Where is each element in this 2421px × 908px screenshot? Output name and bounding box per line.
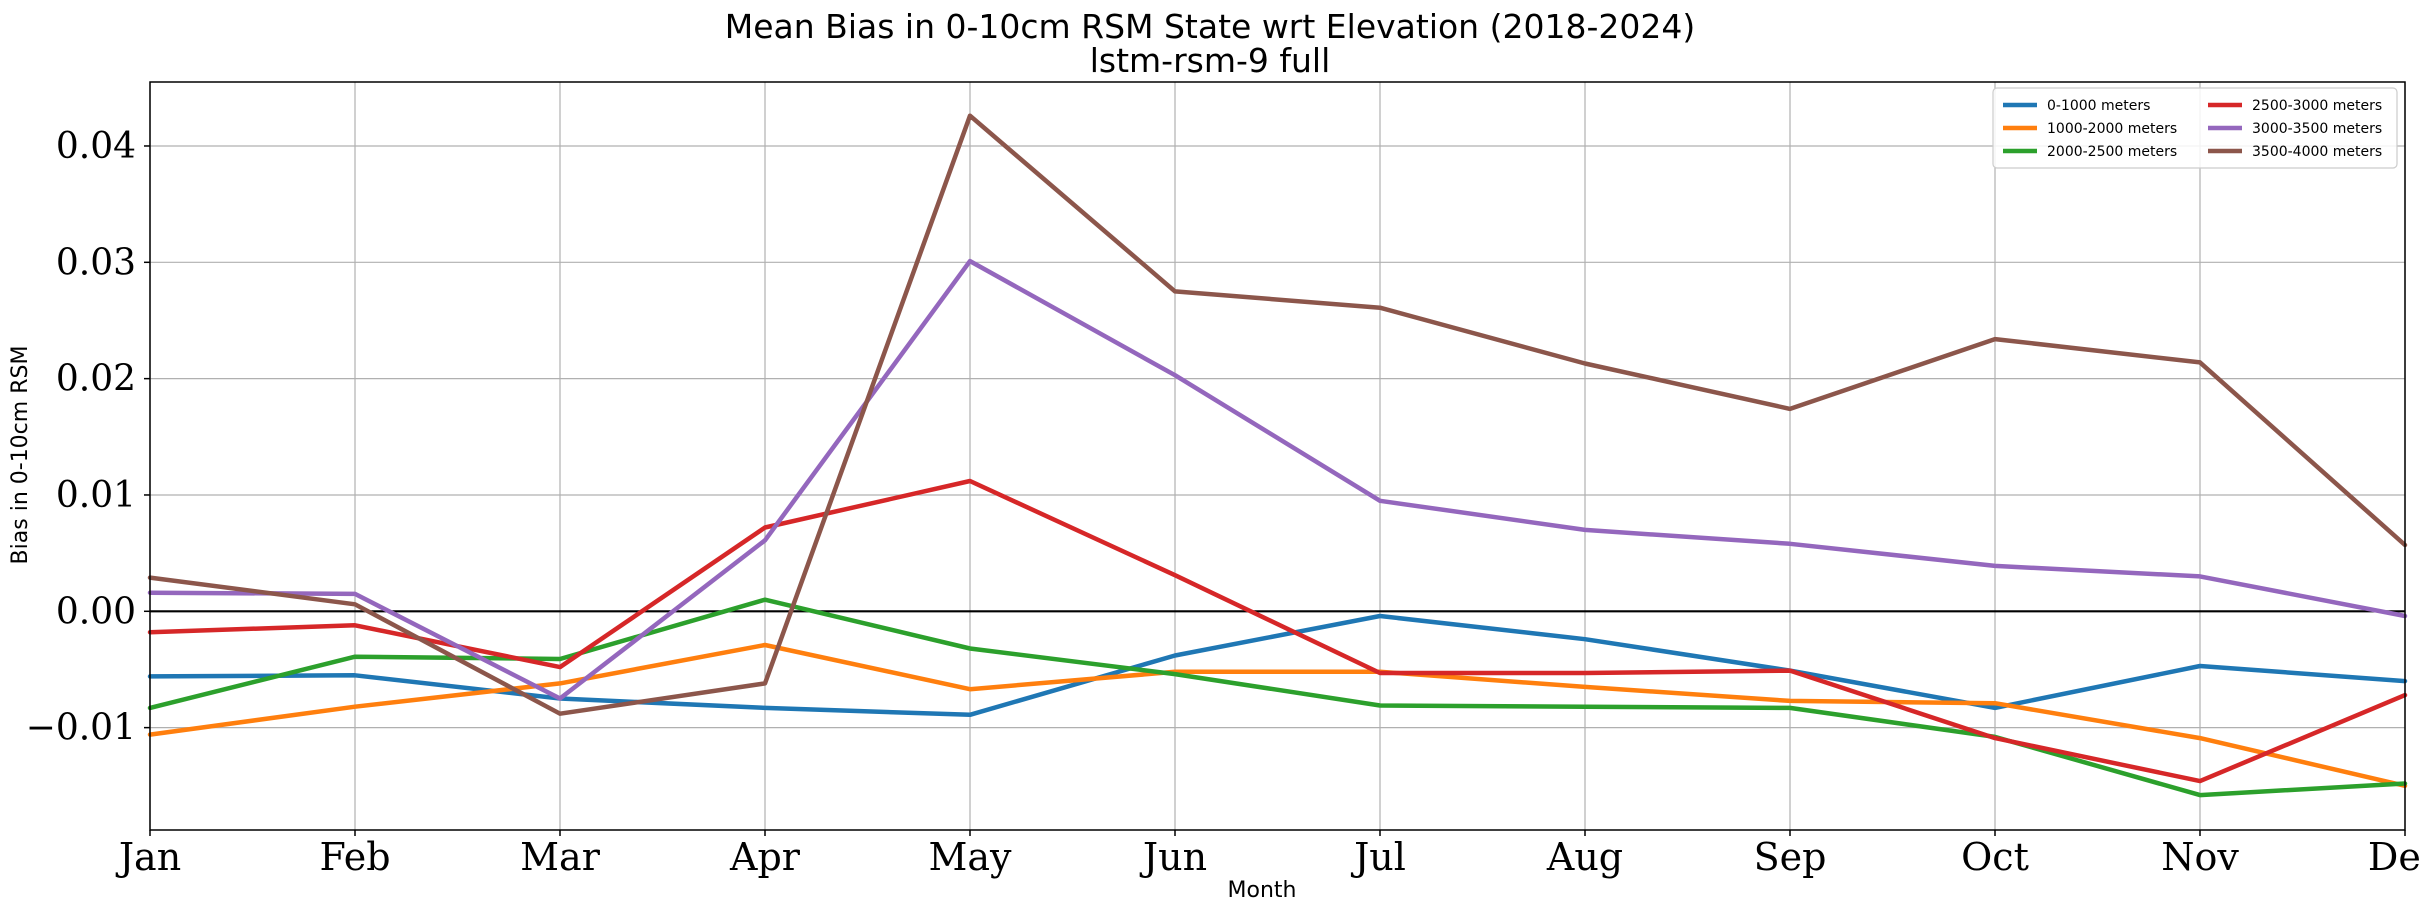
x-tick-label: Sep bbox=[1754, 835, 1827, 879]
y-axis-ticks: −0.01 0.00 0.01 0.02 0.03 0.04 bbox=[26, 126, 150, 749]
y-axis-label: Bias in 0-10cm RSM bbox=[8, 346, 33, 565]
series-line bbox=[147, 258, 2408, 701]
x-tick-label: Feb bbox=[319, 835, 390, 879]
x-tick-label: Aug bbox=[1546, 835, 1623, 879]
y-tick-label: 0.02 bbox=[56, 359, 136, 400]
legend-label: 3500-4000 meters bbox=[2252, 144, 2382, 160]
x-axis-label: Month bbox=[1228, 878, 1297, 903]
legend-label: 1000-2000 meters bbox=[2047, 121, 2177, 137]
legend-label: 2000-2500 meters bbox=[2047, 144, 2177, 160]
x-tick-label: Jun bbox=[1139, 835, 1207, 879]
x-tick-label: Dec bbox=[2368, 835, 2421, 879]
x-tick-label: Mar bbox=[520, 835, 601, 879]
x-tick-label: Oct bbox=[1961, 835, 2029, 879]
legend-box bbox=[1992, 87, 2398, 169]
legend-label: 3000-3500 meters bbox=[2252, 121, 2382, 137]
series-line bbox=[147, 113, 2408, 716]
x-axis-ticks: Jan Feb Mar Apr May Jun Jul Aug Sep Oct Nov Dec bbox=[115, 830, 2421, 879]
series-line bbox=[147, 478, 2408, 784]
y-tick-label: 0.01 bbox=[56, 475, 136, 516]
x-tick-label: Nov bbox=[2161, 835, 2239, 879]
chart-subtitle: lstm-rsm-9 full bbox=[1090, 41, 1331, 80]
legend: 0-1000 meters 1000-2000 meters 2000-2500 m… bbox=[1992, 87, 2398, 169]
legend-label: 2500-3000 meters bbox=[2252, 98, 2382, 114]
x-tick-label: Apr bbox=[729, 835, 801, 879]
y-tick-label: 0.04 bbox=[56, 126, 136, 167]
series-line bbox=[147, 642, 2408, 789]
legend-label: 0-1000 meters bbox=[2047, 98, 2150, 114]
series-lines bbox=[147, 113, 2408, 798]
x-tick-label: Jan bbox=[115, 835, 181, 879]
chart-title: Mean Bias in 0-10cm RSM State wrt Elevat… bbox=[725, 7, 1695, 46]
x-tick-label: Jul bbox=[1350, 835, 1406, 879]
plot-frame bbox=[149, 81, 2406, 831]
y-tick-label: 0.00 bbox=[56, 591, 136, 632]
y-tick-label: 0.03 bbox=[56, 242, 136, 283]
x-tick-label: May bbox=[928, 835, 1012, 879]
y-tick-label: −0.01 bbox=[26, 708, 136, 749]
